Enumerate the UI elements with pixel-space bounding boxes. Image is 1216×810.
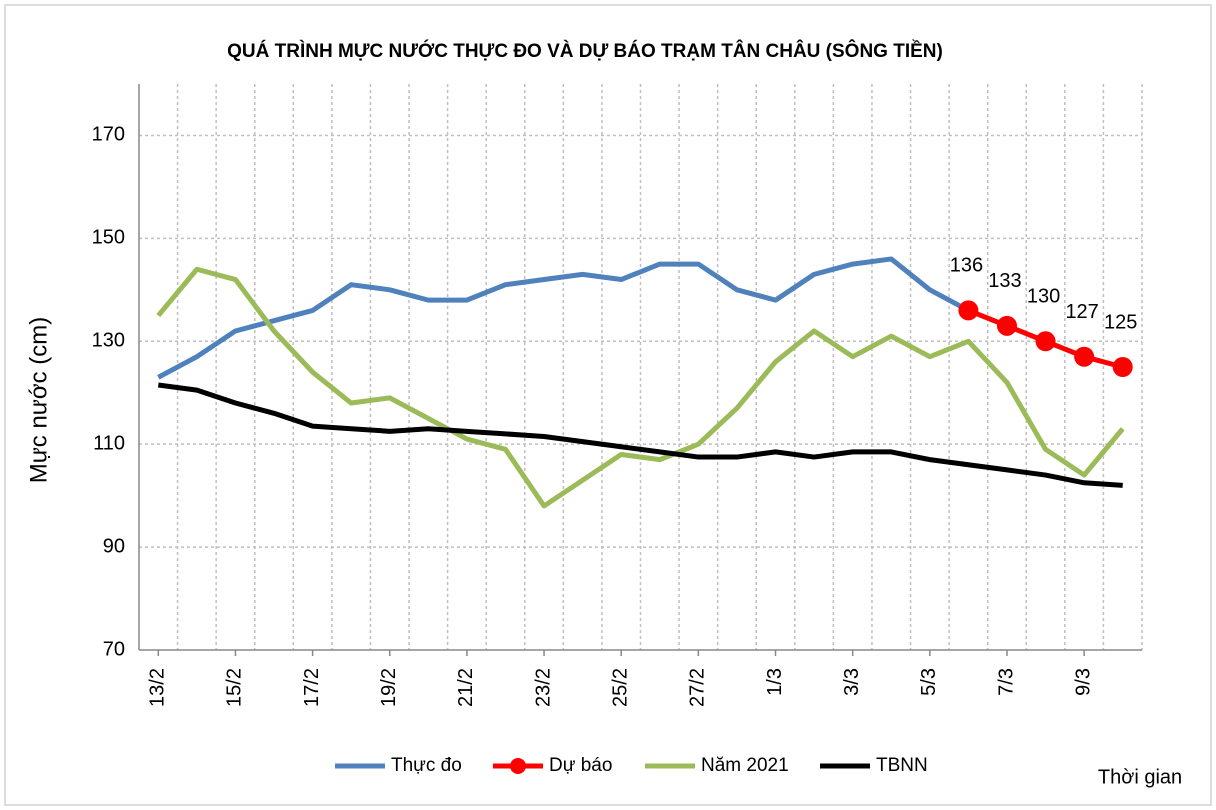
x-tick-label: 17/2 <box>301 668 323 707</box>
marker <box>958 300 979 321</box>
marker <box>1074 346 1095 367</box>
x-tick-label: 21/2 <box>455 668 477 707</box>
y-tick-label: 70 <box>103 638 125 660</box>
x-tick-label: 9/3 <box>1072 668 1094 696</box>
series-line <box>157 382 1123 488</box>
data-label: 136 <box>950 255 983 277</box>
x-tick-label: 1/3 <box>764 668 786 696</box>
y-tick-label: 130 <box>92 330 125 352</box>
y-tick-label: 110 <box>93 432 125 454</box>
y-tick-label: 170 <box>92 124 125 146</box>
chart-title: QUÁ TRÌNH MỰC NƯỚC THỰC ĐO VÀ DỰ BÁO TRẠ… <box>227 40 943 62</box>
x-tick-label: 25/2 <box>609 668 631 707</box>
legend-label: Dự báo <box>549 755 612 776</box>
marker <box>1112 357 1133 377</box>
x-tick-label: 19/2 <box>378 668 400 707</box>
data-label: 127 <box>1065 301 1098 323</box>
x-tick-label: 5/3 <box>918 668 940 696</box>
x-tick-label: 23/2 <box>532 668 554 707</box>
marker <box>1035 331 1056 352</box>
x-tick-label: 3/3 <box>841 668 863 696</box>
x-tick-label: 27/2 <box>687 668 709 707</box>
y-axis-label: Mực nước (cm) <box>25 317 52 484</box>
legend-marker <box>510 758 526 774</box>
legend-label: Năm 2021 <box>701 755 789 776</box>
x-tick-label: 15/2 <box>224 668 246 707</box>
y-tick-label: 150 <box>92 227 125 249</box>
series-line <box>157 256 970 380</box>
chart-frame <box>4 4 1212 806</box>
legend-label: Thực đo <box>391 755 462 776</box>
marker <box>996 315 1017 336</box>
x-axis-label: Thời gian <box>1098 766 1182 788</box>
legend-label: TBNN <box>876 755 928 776</box>
y-tick-label: 90 <box>103 535 125 557</box>
series-line <box>156 266 1125 509</box>
data-label: 133 <box>988 270 1021 292</box>
x-tick-label: 13/2 <box>147 668 169 707</box>
x-tick-label: 7/3 <box>995 668 1017 696</box>
data-label: 130 <box>1027 286 1060 308</box>
data-label: 125 <box>1104 311 1137 333</box>
